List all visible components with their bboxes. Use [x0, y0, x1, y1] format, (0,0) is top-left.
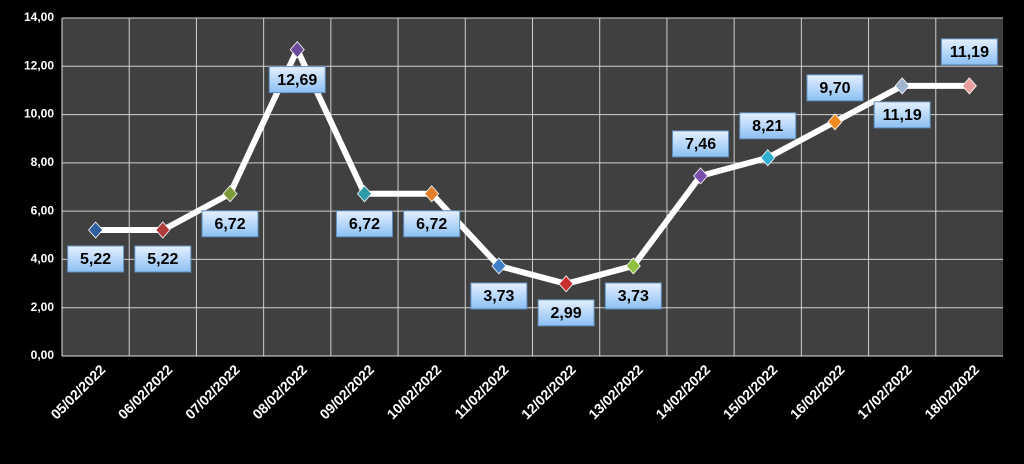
value-label-box	[806, 74, 864, 102]
y-tick-label: 6,00	[31, 203, 55, 217]
value-label: 9,70	[819, 80, 850, 97]
value-label-box	[403, 210, 461, 238]
value-label: 5,22	[147, 251, 178, 268]
marker	[222, 185, 238, 203]
y-tick-label: 2,00	[31, 300, 55, 314]
value-label-box	[604, 282, 662, 310]
value-label-box	[537, 299, 595, 327]
value-label-box	[672, 130, 730, 158]
marker	[961, 77, 977, 95]
value-label: 12,69	[277, 72, 317, 89]
value-label-box	[268, 66, 326, 94]
value-label-box	[335, 210, 393, 238]
value-label: 3,73	[483, 288, 514, 305]
marker	[760, 149, 776, 167]
value-label: 3,73	[618, 288, 649, 305]
value-label: 11,19	[883, 107, 922, 124]
value-label-box	[134, 245, 192, 273]
value-label: 7,46	[685, 136, 716, 153]
y-tick-label: 10,00	[24, 107, 54, 121]
value-label-box	[739, 112, 797, 140]
y-tick-label: 8,00	[31, 155, 55, 169]
marker	[827, 113, 843, 131]
value-label-box	[940, 38, 998, 66]
value-label-box	[873, 101, 931, 129]
value-label-box	[67, 245, 125, 273]
marker	[155, 221, 171, 239]
marker	[894, 77, 910, 95]
y-tick-label: 4,00	[31, 252, 55, 266]
value-label: 6,72	[349, 216, 380, 233]
value-label-box	[201, 210, 259, 238]
value-label: 11,19	[950, 44, 989, 61]
marker	[356, 185, 372, 203]
value-label: 5,22	[80, 251, 111, 268]
marker	[289, 41, 305, 59]
value-label-box	[470, 282, 528, 310]
marker	[424, 185, 440, 203]
y-tick-label: 0,00	[31, 348, 55, 362]
marker	[491, 257, 507, 275]
y-tick-label: 12,00	[24, 58, 54, 72]
value-label: 6,72	[416, 216, 447, 233]
marker	[625, 257, 641, 275]
line	[95, 46, 970, 287]
value-label: 2,99	[551, 305, 582, 322]
marker	[88, 221, 104, 239]
marker	[558, 275, 574, 293]
y-tick-label: 14,00	[24, 10, 54, 24]
value-label: 6,72	[214, 216, 245, 233]
marker	[693, 167, 709, 185]
value-label: 8,21	[752, 118, 783, 135]
